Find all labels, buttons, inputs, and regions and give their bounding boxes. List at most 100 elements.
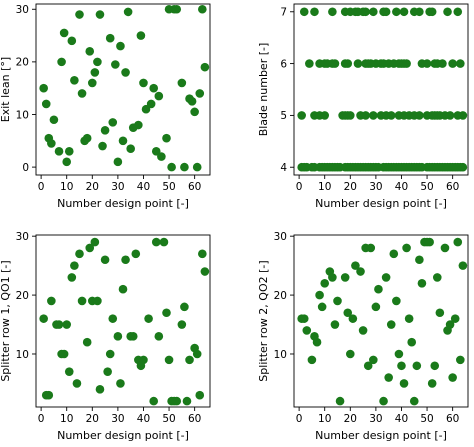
data-point xyxy=(200,62,210,72)
data-point xyxy=(105,349,115,359)
y-tick-label: 10 xyxy=(274,349,287,361)
data-point xyxy=(299,7,309,17)
x-tick-label: 60 xyxy=(188,181,201,193)
data-point xyxy=(100,125,110,135)
y-tick-label: 0 xyxy=(22,162,29,174)
data-point xyxy=(328,7,337,17)
data-point xyxy=(345,349,355,359)
data-point xyxy=(389,249,399,259)
x-tick-label: 20 xyxy=(344,181,357,193)
data-point xyxy=(317,302,327,312)
chart-panel-3: 0 10 20 30 40 50 60 10 20 30 Number design point [… xyxy=(0,231,211,442)
data-point xyxy=(384,373,393,382)
data-point xyxy=(146,99,156,109)
x-tick-label: 30 xyxy=(369,413,382,425)
axes-frame xyxy=(293,3,469,176)
data-point xyxy=(85,243,95,253)
data-point xyxy=(47,139,56,148)
data-point xyxy=(407,337,417,347)
data-points xyxy=(297,237,468,406)
data-point xyxy=(371,302,381,312)
x-tick-label: 30 xyxy=(369,181,382,193)
data-point xyxy=(116,41,125,51)
x-tick-label: 60 xyxy=(446,413,459,425)
data-point xyxy=(90,237,100,247)
data-point xyxy=(95,10,105,19)
data-point xyxy=(302,326,312,335)
data-point xyxy=(139,78,148,88)
y-axis-label: Splitter row 2, QO2 [-] xyxy=(257,260,270,381)
x-tick-label: 20 xyxy=(86,413,99,425)
data-point xyxy=(154,332,164,341)
data-point xyxy=(340,273,350,282)
data-point xyxy=(397,361,406,371)
x-tick-label: 30 xyxy=(111,181,124,193)
data-point xyxy=(103,367,112,376)
data-point xyxy=(392,296,401,306)
data-point xyxy=(108,118,118,127)
data-point xyxy=(427,379,437,388)
data-point xyxy=(415,111,424,120)
data-point xyxy=(392,7,401,17)
data-point xyxy=(47,296,56,306)
data-point xyxy=(62,320,72,329)
x-tick-label: 0 xyxy=(296,413,303,425)
data-point xyxy=(374,284,383,294)
data-point xyxy=(458,261,468,270)
x-tick-label: 10 xyxy=(60,181,73,193)
y-tick-label: 20 xyxy=(16,290,29,302)
data-point xyxy=(118,136,128,146)
data-point xyxy=(159,237,169,247)
data-point xyxy=(82,133,92,143)
data-point xyxy=(425,237,434,247)
data-point xyxy=(167,162,176,172)
data-point xyxy=(381,7,391,17)
data-point xyxy=(164,355,174,365)
data-point xyxy=(177,78,187,88)
data-point xyxy=(59,28,69,38)
data-point xyxy=(136,31,146,40)
data-point xyxy=(121,68,130,77)
data-point xyxy=(192,349,202,359)
x-tick-label: 60 xyxy=(446,181,459,193)
x-axis-label: Number design point [-] xyxy=(315,429,447,442)
data-point xyxy=(399,7,409,17)
data-point xyxy=(54,147,64,156)
data-point xyxy=(379,396,388,406)
data-point xyxy=(190,107,199,117)
x-tick-label: 50 xyxy=(162,181,175,193)
data-point xyxy=(448,59,457,68)
data-point xyxy=(386,320,396,329)
data-point xyxy=(118,284,128,294)
data-point xyxy=(41,99,51,109)
data-point xyxy=(404,314,414,323)
data-point xyxy=(453,237,463,247)
x-axis-label: Number design point [-] xyxy=(315,197,447,210)
data-point xyxy=(195,390,205,400)
data-point xyxy=(113,332,123,341)
data-point xyxy=(335,396,345,406)
data-points xyxy=(39,237,210,406)
x-tick-label: 30 xyxy=(111,413,124,425)
data-point xyxy=(353,59,363,68)
data-point xyxy=(443,7,452,17)
data-point xyxy=(82,337,92,347)
data-point xyxy=(177,320,187,329)
data-point xyxy=(351,261,360,270)
x-tick-label: 10 xyxy=(318,413,331,425)
data-point xyxy=(330,59,340,68)
y-axis-label: Exit lean [°] xyxy=(0,57,12,122)
x-tick-label: 60 xyxy=(188,413,201,425)
data-point xyxy=(67,36,77,46)
data-point xyxy=(369,7,378,17)
y-axis-label: Splitter row 1, QO1 [-] xyxy=(0,260,12,381)
y-tick-label: 30 xyxy=(274,231,287,243)
data-point xyxy=(172,4,182,14)
data-point xyxy=(456,59,465,68)
data-point xyxy=(361,111,370,120)
data-point xyxy=(310,7,319,17)
data-point xyxy=(151,237,161,247)
y-tick-label: 4 xyxy=(280,162,287,174)
chart-panel-4: 0 10 20 30 40 50 60 10 20 30 Number design point [… xyxy=(257,231,469,442)
